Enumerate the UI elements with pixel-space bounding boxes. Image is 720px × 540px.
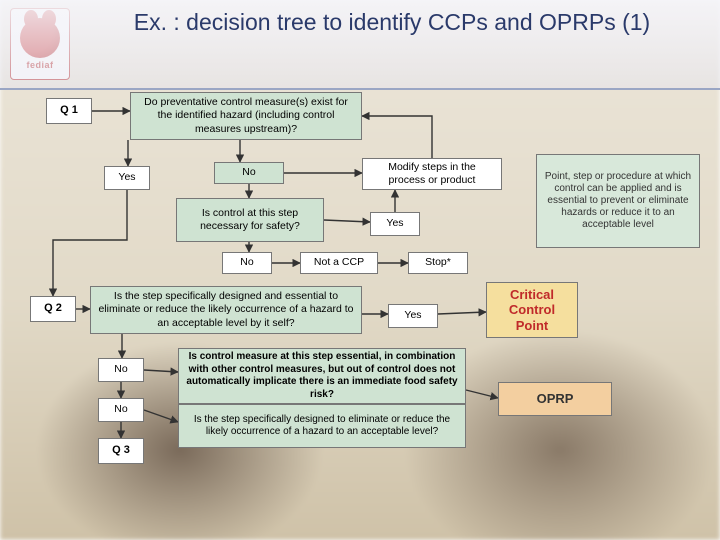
node-yes3: Yes <box>388 304 438 328</box>
node-no2: No <box>222 252 272 274</box>
node-q3: Q 3 <box>98 438 144 464</box>
node-oprp: OPRP <box>498 382 612 416</box>
edge-mod-s1 <box>362 116 432 158</box>
node-no3: No <box>98 358 144 382</box>
edge-yes3-ccp <box>438 312 486 314</box>
node-q1: Q 1 <box>46 98 92 124</box>
node-mod: Modify steps in the process or product <box>362 158 502 190</box>
node-defn: Point, step or procedure at which contro… <box>536 154 700 248</box>
node-q2: Q 2 <box>30 296 76 322</box>
edge-no3-s4a <box>144 370 178 372</box>
node-yes1: Yes <box>104 166 150 190</box>
node-ncp: Not a CCP <box>300 252 378 274</box>
edge-yes1-q2 <box>53 190 127 296</box>
node-s3: Is the step specifically designed and es… <box>90 286 362 334</box>
node-no4: No <box>98 398 144 422</box>
diagram-stage: Q 1 Do preventative control measure(s) ex… <box>0 90 720 540</box>
node-stop: Stop* <box>408 252 468 274</box>
node-ccp: Critical Control Point <box>486 282 578 338</box>
node-yes2: Yes <box>370 212 420 236</box>
node-s4a: Is control measure at this step essentia… <box>178 348 466 404</box>
node-s2: Is control at this step necessary for sa… <box>176 198 324 242</box>
slide-title: Ex. : decision tree to identify CCPs and… <box>78 8 706 37</box>
node-s1: Do preventative control measure(s) exist… <box>130 92 362 140</box>
edge-s2-yes2 <box>324 220 370 222</box>
node-no1: No <box>214 162 284 184</box>
edge-s4a-oprp <box>466 390 498 398</box>
slide-header: Ex. : decision tree to identify CCPs and… <box>0 0 720 90</box>
node-s4b: Is the step specifically designed to eli… <box>178 404 466 448</box>
edge-no4-s4b <box>144 410 178 422</box>
